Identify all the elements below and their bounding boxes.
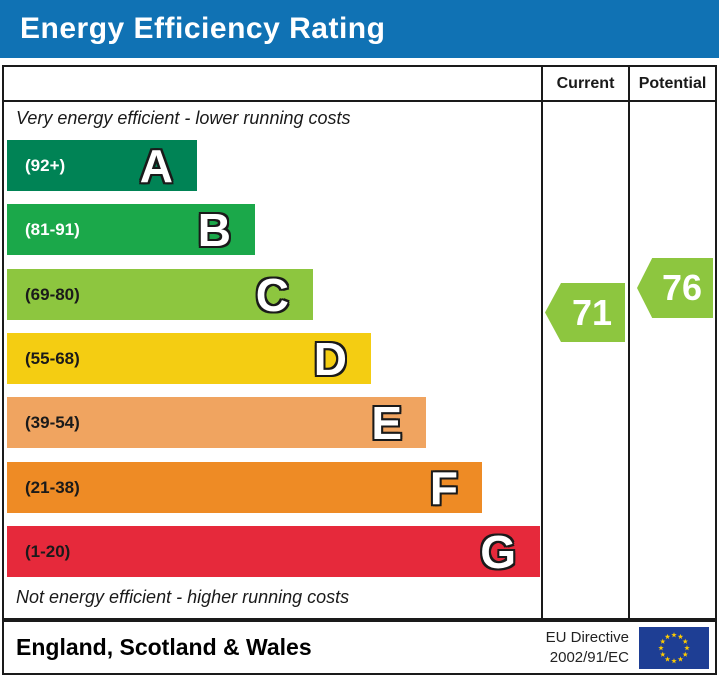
- band-row-d: (55-68) D: [7, 333, 371, 384]
- eu-flag-icon: [639, 626, 709, 669]
- region-label: England, Scotland & Wales: [16, 634, 312, 660]
- page-title: Energy Efficiency Rating: [20, 12, 386, 45]
- bottom-note: Not energy efficient - higher running co…: [16, 587, 350, 607]
- band-letter: G: [480, 525, 516, 578]
- band-bar-d: (55-68) D: [7, 333, 371, 384]
- potential-rating-value: 76: [661, 267, 703, 308]
- column-divider: [628, 67, 630, 618]
- column-divider: [541, 67, 543, 618]
- band-letter: F: [429, 461, 458, 514]
- band-range-label: (81-91): [25, 219, 80, 239]
- band-row-c: (69-80) C: [7, 269, 313, 320]
- band-letter: B: [197, 203, 231, 256]
- band-bar-e: (39-54) E: [7, 397, 426, 448]
- band-range-label: (39-54): [25, 412, 80, 432]
- band-bar-a: (92+) A: [7, 140, 197, 191]
- column-header-current: Current: [556, 75, 615, 92]
- band-range-label: (92+): [25, 155, 66, 175]
- band-letter: E: [371, 396, 402, 449]
- band-bar-f: (21-38) F: [7, 462, 482, 513]
- band-bar-b: (81-91) B: [7, 204, 255, 255]
- band-letter: C: [255, 268, 289, 321]
- band-letter: A: [139, 139, 173, 192]
- band-range-label: (69-80): [25, 284, 80, 304]
- band-row-a: (92+) A: [7, 140, 197, 191]
- title-bar: Energy Efficiency Rating: [0, 0, 719, 58]
- band-range-label: (1-20): [25, 541, 71, 561]
- column-header-potential: Potential: [638, 75, 707, 92]
- header-divider: [4, 100, 715, 102]
- band-range-label: (55-68): [25, 348, 80, 368]
- current-rating-indicator: 71: [545, 283, 625, 342]
- band-row-e: (39-54) E: [7, 397, 426, 448]
- band-row-b: (81-91) B: [7, 204, 255, 255]
- band-bar-c: (69-80) C: [7, 269, 313, 320]
- current-rating-value: 71: [571, 291, 613, 333]
- band-letter: D: [313, 332, 347, 385]
- band-range-label: (21-38): [25, 477, 80, 497]
- band-row-f: (21-38) F: [7, 462, 482, 513]
- eu-directive-label: EU Directive 2002/91/EC: [545, 629, 629, 666]
- top-note: Very energy efficient - lower running co…: [16, 108, 351, 128]
- potential-rating-indicator: 76: [637, 258, 713, 318]
- rating-table: Current Potential Very energy efficient …: [2, 65, 717, 620]
- band-bar-g: (1-20) G: [7, 526, 540, 577]
- footer: England, Scotland & Wales EU Directive 2…: [2, 620, 717, 675]
- band-row-g: (1-20) G: [7, 526, 540, 577]
